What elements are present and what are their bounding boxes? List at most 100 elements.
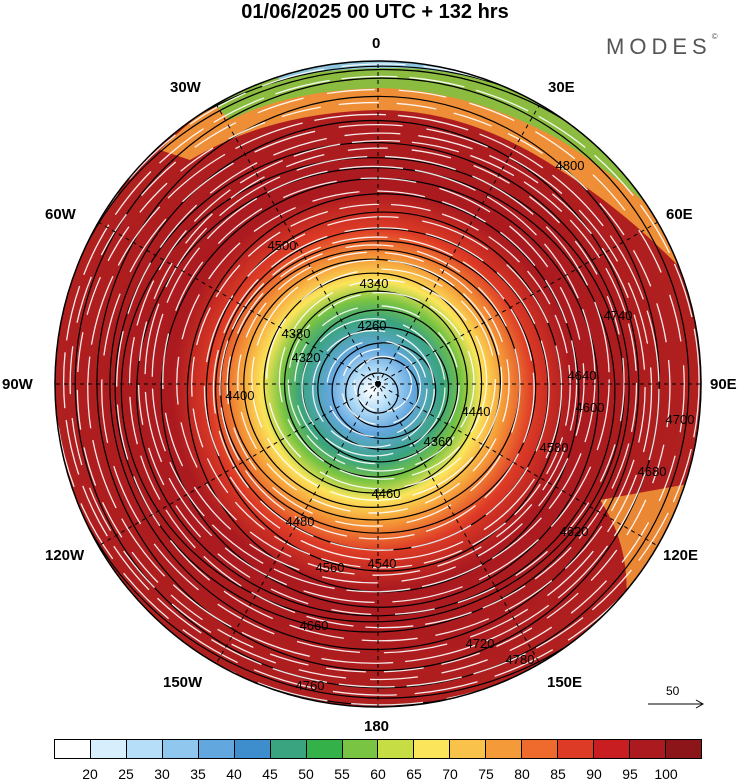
height-contour [317, 326, 450, 451]
lon-label-150w: 150W [163, 674, 203, 691]
contour-label: 4680 [638, 464, 667, 479]
colorbar-label: 20 [82, 766, 98, 782]
contour-label: 4620 [560, 524, 589, 539]
contour-label: 4360 [424, 434, 453, 449]
streamline [203, 216, 563, 561]
colorbar-label: 35 [190, 766, 206, 782]
colorbar-swatch [378, 740, 415, 758]
streamline [162, 177, 585, 584]
height-contour [109, 119, 640, 651]
lon-label-0: 0 [372, 35, 381, 52]
streamline [294, 305, 460, 465]
colorbar-label: 70 [442, 766, 458, 782]
field-band-green [210, 61, 701, 260]
colorbar-swatch [90, 740, 127, 758]
streamline [62, 75, 700, 688]
contour-label: 4440 [462, 404, 491, 419]
colorbar-label: 50 [298, 766, 314, 782]
streamline [326, 339, 428, 438]
contour-label: 4540 [368, 556, 397, 571]
contour-label: 4640 [568, 368, 597, 383]
streamline [69, 88, 685, 681]
contour-label: 4340 [360, 276, 389, 291]
streamline [101, 123, 653, 654]
colorbar-label: 60 [370, 766, 386, 782]
lon-label-90e: 90E [710, 376, 737, 393]
colorbar-swatch [486, 740, 523, 758]
colorbar-swatch [558, 740, 595, 758]
streamline [55, 61, 701, 706]
colorbar-swatch [630, 740, 666, 758]
contour-label: 4700 [666, 412, 695, 427]
contour-label: 4500 [268, 238, 297, 253]
colorbar-swatch [270, 740, 307, 758]
colorbar-label: 65 [406, 766, 422, 782]
contour-label: 4660 [300, 618, 329, 633]
colorbar-swatch [306, 740, 343, 758]
colorbar-label: 40 [226, 766, 242, 782]
streamline [251, 259, 503, 501]
height-contour [114, 141, 630, 633]
colorbar-label: 30 [154, 766, 170, 782]
colorbar-label: 85 [550, 766, 566, 782]
map-border [54, 60, 702, 708]
chart-title: 01/06/2025 00 UTC + 132 hrs [241, 1, 509, 23]
streamline [191, 203, 571, 569]
streamline [144, 155, 610, 604]
colorbar-label: 80 [514, 766, 530, 782]
colorbar-label: 95 [622, 766, 638, 782]
contour-labels: 4800 4740 4700 4680 4640 4620 4600 4580 4560 4540… [226, 158, 695, 693]
streamline [176, 190, 578, 576]
streamline [151, 165, 596, 593]
colorbar-swatch [665, 740, 701, 758]
height-contour [55, 68, 701, 699]
pole-marker [375, 381, 381, 387]
lon-label-60w: 60W [45, 206, 76, 223]
streamline [212, 227, 550, 551]
streamline [55, 63, 701, 696]
colorbar-swatch [55, 740, 91, 758]
lon-label-180: 180 [364, 718, 390, 735]
height-contour [243, 258, 501, 508]
lon-label-120e: 120E [663, 547, 699, 564]
colorbar-swatch [594, 740, 630, 758]
contour-label: 4800 [556, 158, 585, 173]
colorbar-swatch [450, 740, 487, 758]
colorbar-label: 55 [334, 766, 350, 782]
colorbar-label: 45 [262, 766, 278, 782]
contour-label: 4600 [576, 400, 605, 415]
lon-label-90w: 90W [2, 376, 33, 393]
lon-label-30w: 30W [170, 79, 201, 96]
contour-label: 4400 [226, 388, 255, 403]
streamline [237, 251, 510, 514]
colorbar-swatch [342, 740, 379, 758]
contour-label: 4760 [296, 678, 325, 693]
colorbar-label: 25 [118, 766, 134, 782]
streamline [278, 279, 488, 480]
contour-label: 4380 [282, 326, 311, 341]
height-contour [74, 77, 690, 689]
colorbar-swatch [162, 740, 199, 758]
streamline [137, 147, 625, 616]
contour-label: 4480 [286, 514, 315, 529]
streamline [219, 236, 535, 540]
streamline [266, 268, 496, 490]
colorbar-swatch [522, 740, 559, 758]
field-band-orange [160, 61, 701, 300]
colorbar-label: 90 [586, 766, 602, 782]
height-contour [263, 272, 483, 494]
streamline [287, 291, 475, 472]
lon-label-120w: 120W [45, 547, 85, 564]
height-contour [136, 167, 616, 617]
lon-label-60e: 60E [666, 206, 693, 223]
lon-label-30e: 30E [548, 79, 575, 96]
colorbar-swatch [234, 740, 271, 758]
colorbar-labels: 20 25 30 35 40 45 50 55 60 65 70 75 80 85 90 95 100 [54, 766, 702, 782]
reference-vector: 50 [646, 684, 706, 712]
contour-label: 4720 [466, 636, 495, 651]
lon-label-150e: 150E [547, 674, 583, 691]
contour-label: 4460 [372, 486, 401, 501]
height-contour [331, 342, 437, 440]
colorbar-label: 75 [478, 766, 494, 782]
